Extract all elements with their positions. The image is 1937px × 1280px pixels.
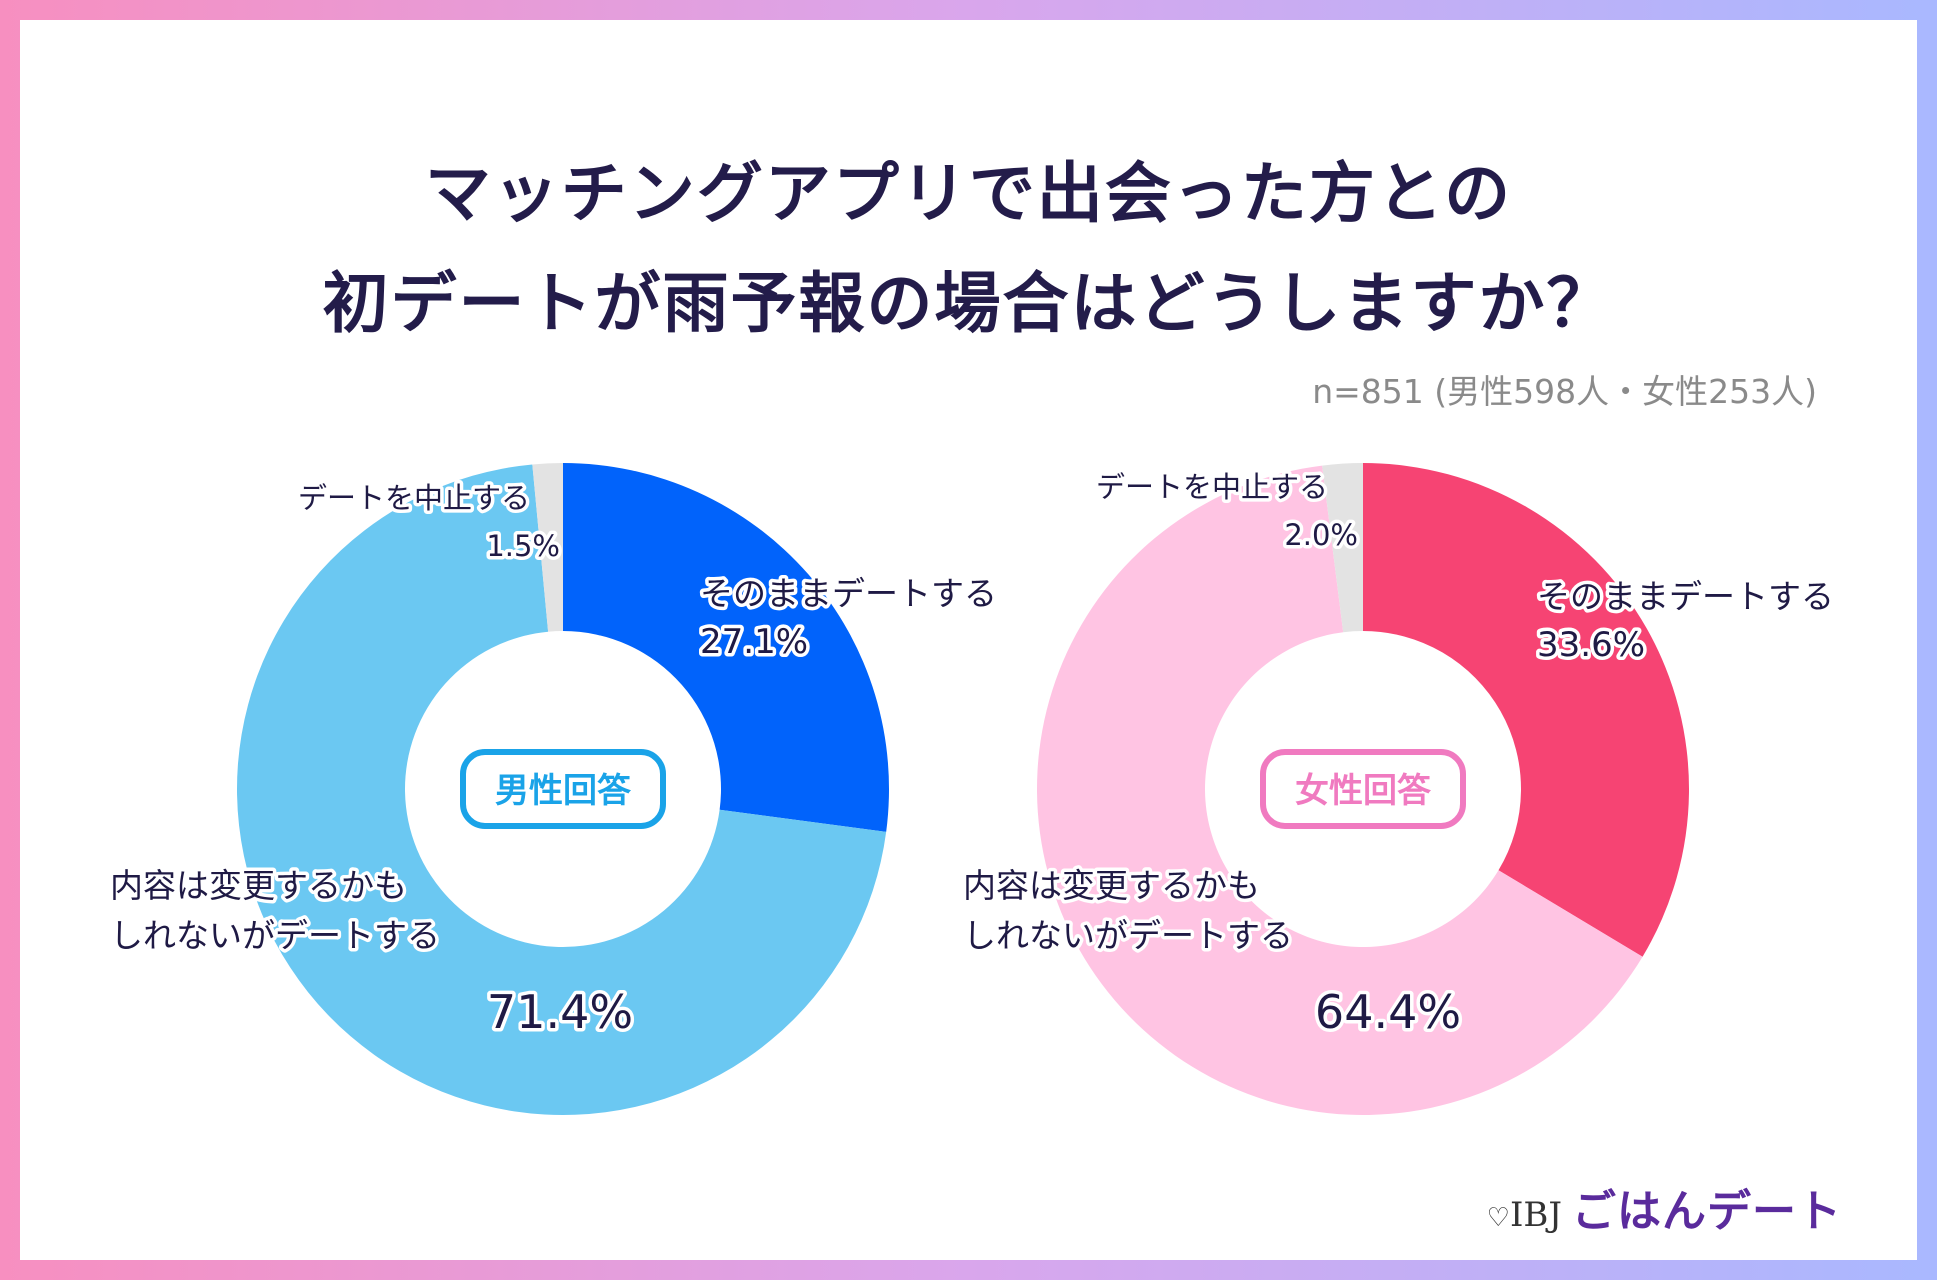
label-female-cancel: デートを中止する (1096, 470, 1328, 504)
center-label-male: 男性回答 (495, 771, 632, 811)
label-male-together: そのままデートする (700, 574, 997, 613)
center-label-female: 女性回答 (1295, 771, 1432, 811)
value-female-cancel: 2.0% (1284, 518, 1358, 552)
label-male-change-line2: しれないがデートする (110, 916, 440, 955)
label-female-together: そのままデートする (1537, 577, 1834, 616)
center-badge-male (460, 749, 666, 829)
value-male-cancel: 1.5% (486, 529, 560, 563)
slice-male-together (563, 463, 889, 832)
value-female-together: 33.6% (1537, 625, 1645, 665)
slice-male-cancel (532, 463, 563, 632)
heart-icon: ♡ (1486, 1203, 1510, 1233)
ibj-text: IBJ (1509, 1195, 1562, 1235)
slice-female-cancel (1322, 463, 1363, 633)
title-line-2: 初デートが雨予報の場合はどうしますか？ (322, 265, 1615, 342)
slice-female-together (1363, 463, 1689, 957)
sample-size-note: n=851 (男性598人・女性253人) (1312, 372, 1817, 411)
slice-female-change (1037, 465, 1643, 1115)
ibj-logo: ♡IBJ (1487, 1195, 1562, 1235)
value-male-together: 27.1% (700, 622, 808, 662)
value-male-change: 71.4% (487, 985, 633, 1039)
brand-logo: ♡IBJ ごはんデート (1487, 1175, 1842, 1239)
label-male-change-line1: 内容は変更するかも (110, 866, 407, 905)
label-male-cancel: デートを中止する (298, 481, 530, 515)
slice-male-change (236, 464, 887, 1115)
title-line-1: マッチングアプリで出会った方との (424, 155, 1513, 232)
label-female-change-line1: 内容は変更するかも (963, 866, 1260, 905)
value-female-change: 64.4% (1315, 985, 1461, 1039)
gohan-date-logo: ごはんデート (1572, 1186, 1842, 1237)
center-badge-female (1260, 749, 1466, 829)
label-female-change-line2: しれないがデートする (963, 916, 1293, 955)
